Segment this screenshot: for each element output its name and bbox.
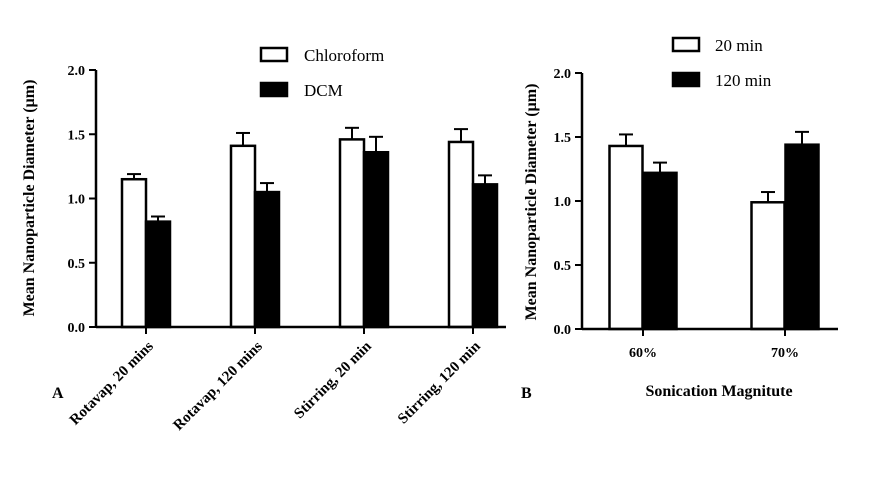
legend-label-20-min: 20 min: [715, 36, 763, 55]
panel-a: 0.0 0.5 1.0 1.5 2.0 Rotavap, 20 mins Rotavap, …: [21, 46, 506, 434]
panel-b-bar-120-min-70: [784, 143, 820, 331]
panel-a-y-axis-title: Mean Nanoparticle Diameter (µm): [21, 80, 38, 317]
legend-swatch-20-min: [671, 36, 701, 53]
panel-a-bar-dcm-stirring-20-min: [362, 150, 390, 329]
panel-a-bar-dcm-rotavap-120-mins: [253, 190, 281, 329]
panel-a-bar-dcm-rotavap-20-mins: [144, 220, 172, 329]
panel-b-x-tick-label: 70%: [771, 346, 799, 361]
legend-swatch-120-min: [671, 71, 701, 88]
panel-b-y-tick-label: 0.0: [554, 323, 572, 338]
panel-a-x-tick-label: Rotavap, 20 mins: [67, 338, 157, 428]
panel-a-bars: [120, 126, 499, 329]
panel-a-bar-dcm-stirring-120-min: [471, 183, 499, 329]
panel-a-bar-chloroform-stirring-120-min: [447, 140, 475, 329]
panel-b-legend: 20 min 120 min: [671, 36, 772, 90]
legend-swatch-chloroform: [259, 46, 289, 63]
panel-a-bar-chloroform-stirring-20-min: [338, 138, 366, 329]
panel-b: 0.0 0.5 1.0 1.5 2.0 60% 70% Mean Nanoparticle …: [521, 36, 838, 402]
panel-b-bar-120-min-60: [642, 171, 678, 331]
panel-b-x-tick-label: 60%: [629, 346, 657, 361]
panel-a-x-tick-label: Stirring, 120 min: [395, 338, 484, 427]
panel-b-x-axis-title: Sonication Magnitute: [645, 383, 792, 400]
panel-a-y-tick-label: 0.5: [68, 257, 86, 272]
panel-b-y-tick-label: 2.0: [554, 67, 572, 82]
panel-b-y-axis-title: Mean Nanoparticle Diameter (µm): [523, 84, 540, 321]
panel-a-y-tick-label: 0.0: [68, 321, 86, 336]
panel-b-y-tick-label: 1.0: [554, 195, 572, 210]
panel-b-bar-20-min-70: [750, 201, 786, 331]
panel-b-axes: 0.0 0.5 1.0 1.5 2.0 60% 70%: [554, 67, 838, 361]
panel-a-x-tick-label: Rotavap, 120 mins: [171, 338, 266, 433]
legend-label-dcm: DCM: [304, 81, 343, 100]
panel-a-x-tick-label: Stirring, 20 min: [291, 338, 375, 422]
panel-a-bar-chloroform-rotavap-20-mins: [120, 177, 148, 329]
legend-swatch-dcm: [259, 81, 289, 98]
panel-a-y-tick-label: 1.0: [68, 193, 86, 208]
legend-label-120-min: 120 min: [715, 71, 772, 90]
panel-a-y-tick-label: 1.5: [68, 128, 86, 143]
panel-a-label: A: [52, 385, 64, 402]
panel-a-bar-chloroform-rotavap-120-mins: [229, 144, 257, 329]
panel-b-y-tick-label: 0.5: [554, 259, 572, 274]
legend-label-chloroform: Chloroform: [304, 46, 384, 65]
panel-a-legend: Chloroform DCM: [259, 46, 384, 100]
panel-b-y-tick-label: 1.5: [554, 131, 572, 146]
panel-b-bar-20-min-60: [608, 144, 644, 331]
panel-b-bars: [608, 130, 820, 331]
panel-a-y-tick-label: 2.0: [68, 64, 86, 79]
panel-b-label: B: [521, 385, 532, 402]
